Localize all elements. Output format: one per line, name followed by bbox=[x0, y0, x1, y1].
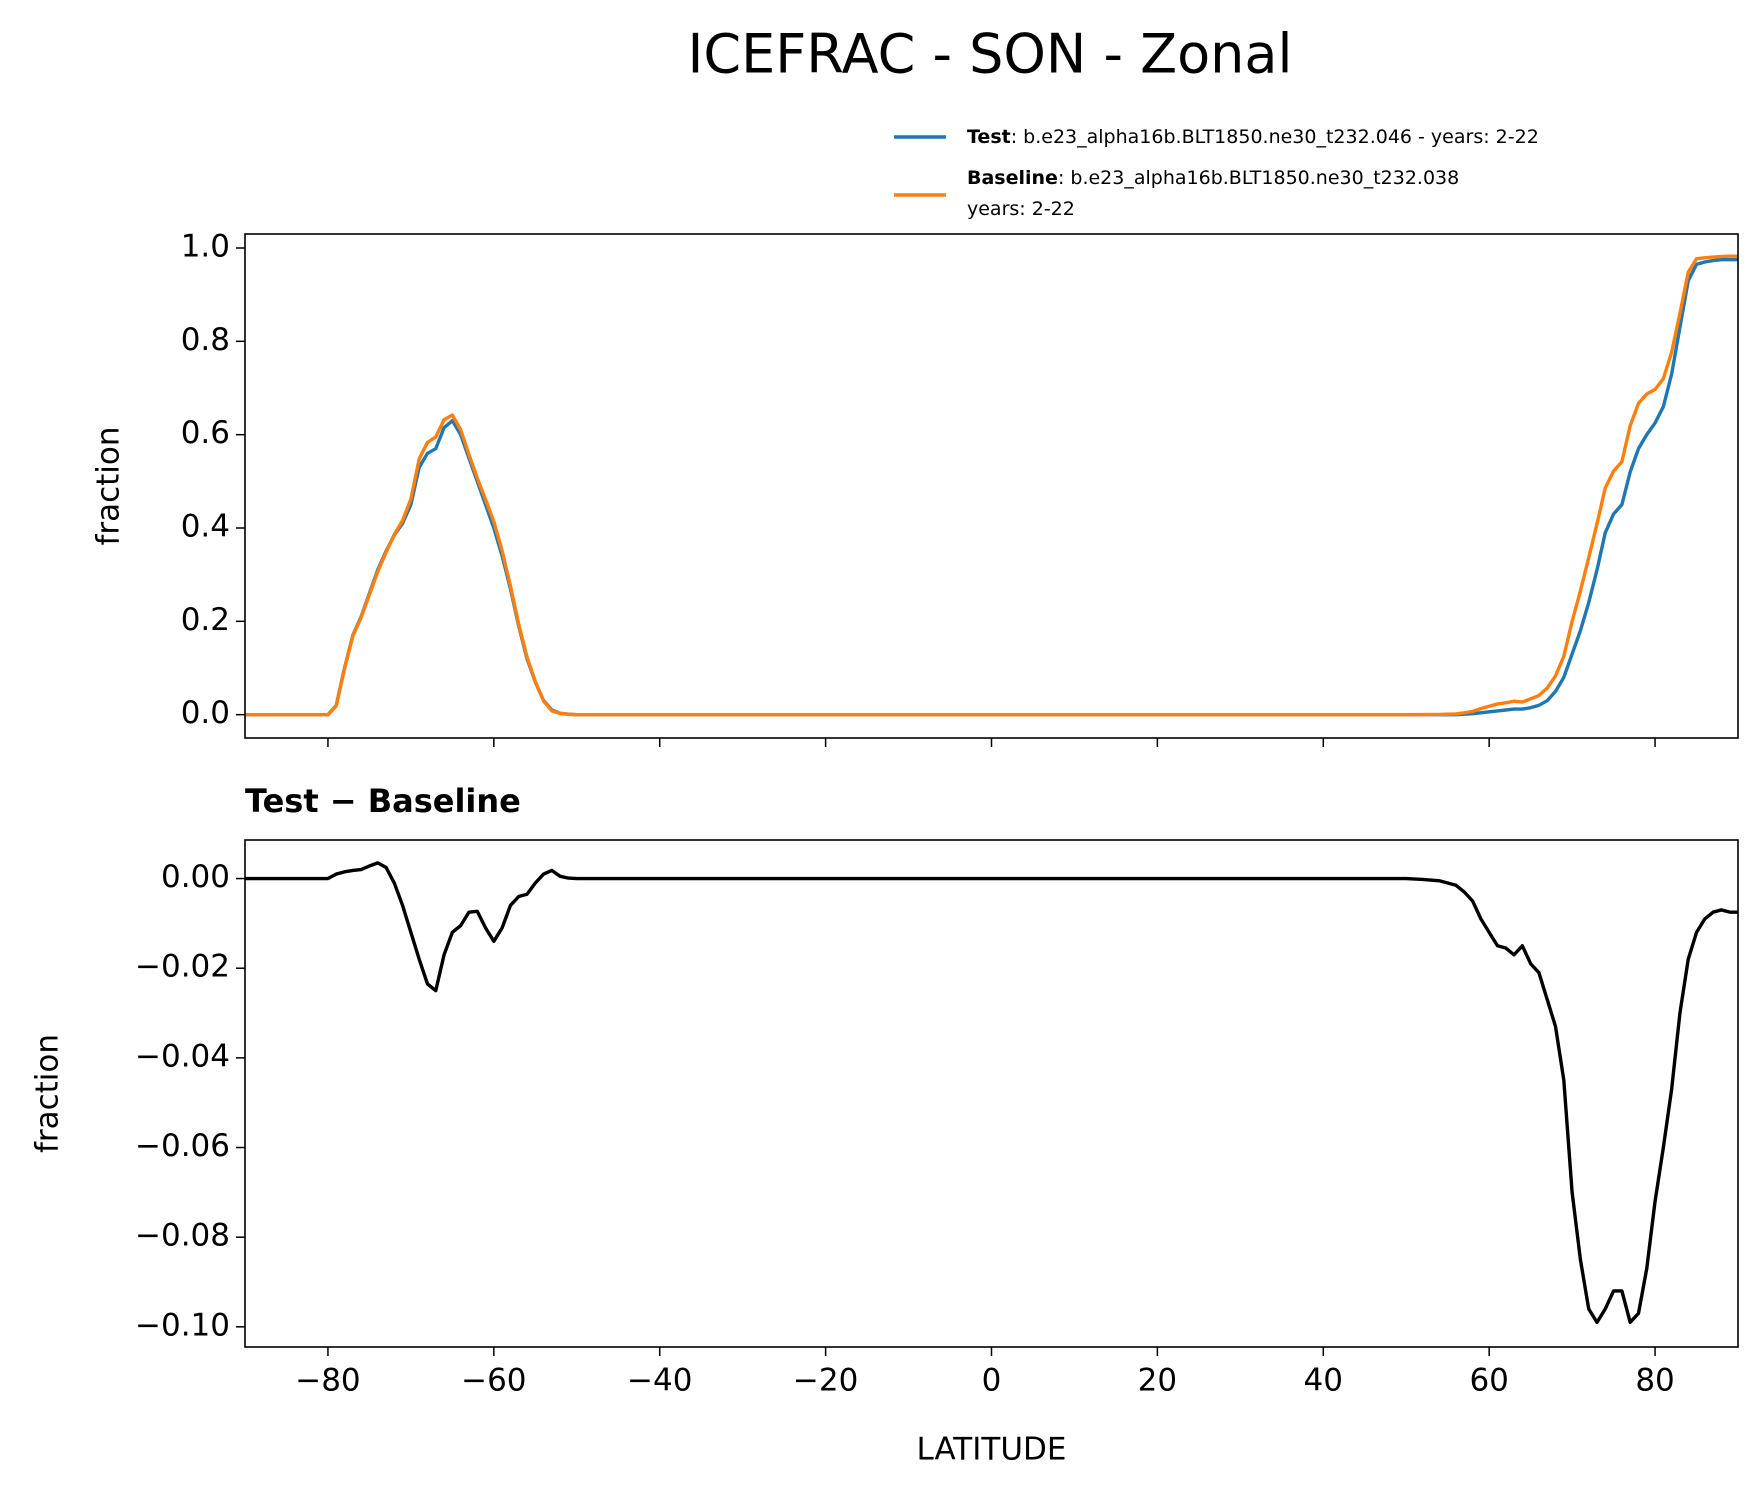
x-tick-label: 0 bbox=[982, 1363, 1002, 1399]
axes-title: Test − Baseline bbox=[245, 782, 521, 820]
legend-description: years: 2-22 bbox=[967, 198, 1075, 220]
y-tick-label: 0.8 bbox=[181, 322, 230, 358]
legend-description: : b.e23_alpha16b.BLT1850.ne30_t232.046 -… bbox=[1011, 126, 1539, 148]
legend-entry: Baseline: b.e23_alpha16b.BLT1850.ne30_t2… bbox=[967, 167, 1459, 220]
y-tick-label: 1.0 bbox=[181, 229, 230, 265]
legend-name: Baseline bbox=[967, 167, 1058, 189]
axes-frame bbox=[244, 839, 1739, 1348]
legend-entry: Test: b.e23_alpha16b.BLT1850.ne30_t232.0… bbox=[967, 126, 1539, 148]
axes-frame bbox=[244, 233, 1739, 739]
data-line bbox=[245, 254, 1738, 717]
y-tick-label: −0.10 bbox=[135, 1307, 230, 1343]
y-axis-label: fraction bbox=[30, 1034, 66, 1153]
x-tick-label: 40 bbox=[1304, 1363, 1343, 1399]
y-tick-label: 0.0 bbox=[181, 695, 230, 731]
y-axis-label: fraction bbox=[91, 426, 127, 545]
y-tick-label: −0.02 bbox=[135, 949, 230, 985]
y-tick-label: 0.00 bbox=[161, 859, 230, 895]
legend-description: : b.e23_alpha16b.BLT1850.ne30_t232.038 bbox=[1058, 167, 1459, 189]
x-tick-label: −60 bbox=[461, 1363, 526, 1399]
x-tick-label: 20 bbox=[1138, 1363, 1177, 1399]
y-tick-label: 0.6 bbox=[181, 415, 230, 451]
y-tick-label: −0.06 bbox=[135, 1128, 230, 1164]
y-tick-label: 0.4 bbox=[181, 509, 230, 545]
legend-name: Test bbox=[967, 126, 1011, 148]
x-tick-label: −40 bbox=[627, 1363, 692, 1399]
x-tick-label: 60 bbox=[1469, 1363, 1508, 1399]
x-tick-label: −80 bbox=[295, 1363, 360, 1399]
x-tick-label: 80 bbox=[1635, 1363, 1674, 1399]
y-tick-label: 0.2 bbox=[181, 602, 230, 638]
data-line bbox=[245, 861, 1738, 1325]
x-axis-label: LATITUDE bbox=[917, 1432, 1067, 1468]
figure-title: ICEFRAC - SON - Zonal bbox=[688, 23, 1293, 86]
y-tick-label: −0.04 bbox=[135, 1038, 230, 1074]
y-tick-label: −0.08 bbox=[135, 1218, 230, 1254]
x-tick-label: −20 bbox=[793, 1363, 858, 1399]
